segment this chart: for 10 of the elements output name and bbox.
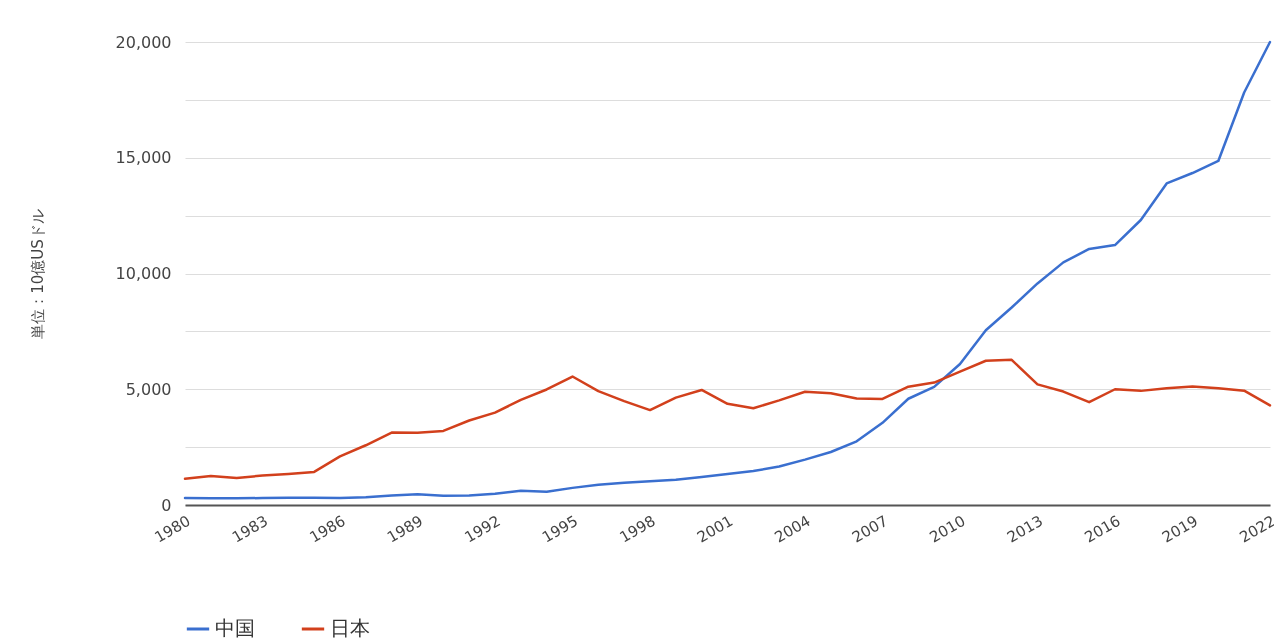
legend-label: 日本: [330, 616, 370, 638]
y-tick-label: 20,000: [115, 32, 172, 52]
line-series: [183, 358, 1272, 481]
y-axis-title: 単位：10億USドル: [28, 209, 47, 339]
legend-label: 中国: [215, 616, 255, 638]
y-tick-label: 10,000: [115, 264, 172, 283]
y-tick-label: 5,000: [125, 379, 172, 399]
y-tick-label: 0: [161, 495, 172, 515]
line-series: [183, 40, 1272, 500]
y-tick-label: 15,000: [115, 148, 172, 168]
